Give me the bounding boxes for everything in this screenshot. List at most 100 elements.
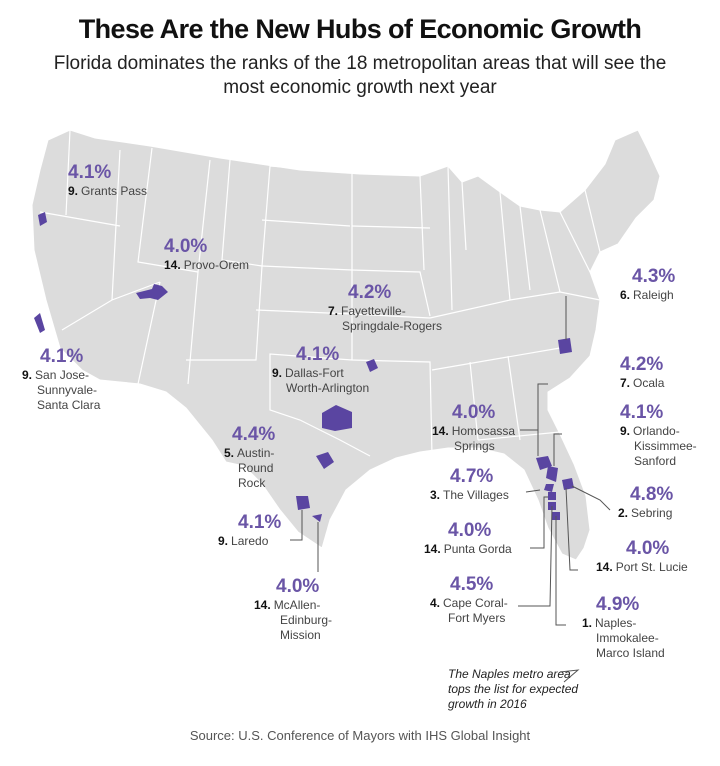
- metro-shape-provo-orem: [136, 284, 168, 300]
- metro-shape-orlando: [546, 466, 558, 482]
- metro-name-line: Springdale-Rogers: [342, 319, 443, 333]
- rank: 7.: [328, 304, 339, 318]
- metro-name-line: Fort Myers: [448, 611, 506, 625]
- metro-name: Sebring: [631, 506, 673, 520]
- growth-value: 4.2%: [348, 282, 392, 303]
- rank: 2.: [618, 506, 629, 520]
- metro-shape-raleigh: [558, 338, 572, 354]
- growth-value: 4.2%: [620, 354, 664, 375]
- rank: 6.: [620, 288, 631, 302]
- growth-value: 4.0%: [448, 520, 492, 541]
- metro-label: 4.0% 14. Port St. Lucie: [596, 538, 688, 574]
- metro-name-line: Naples-: [595, 616, 637, 630]
- metro-name-line: San Jose-: [35, 368, 90, 382]
- metro-name-line: Worth-Arlington: [286, 381, 370, 395]
- rank: 14.: [254, 598, 271, 612]
- growth-value: 4.0%: [164, 236, 208, 257]
- metro-label: 4.0% 14. McAllen- Edinburg- Mission: [254, 576, 332, 642]
- rank: 9.: [620, 424, 631, 438]
- growth-value: 4.8%: [630, 484, 674, 505]
- chart-title: These Are the New Hubs of Economic Growt…: [78, 14, 642, 44]
- metro-label: 4.1% 9. Dallas-Fort Worth-Arlington: [272, 344, 369, 395]
- rank: 14.: [432, 424, 449, 438]
- metro-name-line: McAllen-: [273, 598, 321, 612]
- metro-name-line: Marco Island: [596, 646, 665, 660]
- us-landmass: [31, 129, 661, 561]
- annotation-note: The Naples metro area tops the list for …: [448, 667, 579, 711]
- metro-label: 4.7% 3. The Villages: [430, 466, 509, 502]
- metro-label: 4.8% 2. Sebring: [618, 484, 673, 520]
- metro-shape-san-jose: [34, 313, 45, 333]
- state-borders: [39, 129, 601, 457]
- rank: 14.: [164, 258, 181, 272]
- metro-label: 4.3% 6. Raleigh: [620, 266, 675, 302]
- metro-label: 4.0% 14. Provo-Orem: [164, 236, 249, 272]
- growth-value: 4.3%: [632, 266, 676, 287]
- metro-name-line: Homosassa: [451, 424, 516, 438]
- metro-name: Grants Pass: [81, 184, 148, 198]
- metro-name: The Villages: [443, 488, 509, 502]
- rank: 5.: [224, 446, 235, 460]
- metro-name: Provo-Orem: [183, 258, 250, 272]
- metro-shape-austin: [316, 452, 334, 469]
- metro-name-line: Dallas-Fort: [285, 366, 344, 380]
- metro-name-line: Orlando-: [633, 424, 680, 438]
- metro-name: Ocala: [633, 376, 665, 390]
- metro-label: 4.1% 9. Laredo: [218, 512, 281, 548]
- chart-subtitle: Florida dominates the ranks of the 18 me…: [53, 53, 667, 98]
- growth-value: 4.1%: [238, 512, 282, 533]
- growth-value: 4.1%: [40, 346, 84, 367]
- growth-value: 4.7%: [450, 466, 494, 487]
- growth-value: 4.0%: [276, 576, 320, 597]
- metro-label: 4.1% 9. San Jose- Sunnyvale- Santa Clara: [22, 346, 122, 412]
- metro-shape-fayetteville: [366, 359, 378, 372]
- metro-name-line: Santa Clara: [37, 398, 101, 412]
- metro-highlights: [34, 212, 574, 522]
- rank: 14.: [424, 542, 441, 556]
- growth-value: 4.4%: [232, 424, 276, 445]
- leader-lines: [290, 296, 611, 683]
- growth-value: 4.1%: [68, 162, 112, 183]
- metro-label: 4.4% 5. Austin- Round Rock: [224, 424, 275, 490]
- metro-name-line: Cape Coral-: [443, 596, 508, 610]
- growth-value: 4.1%: [296, 344, 340, 365]
- metro-shape-dallas: [322, 405, 352, 431]
- rank: 9.: [68, 184, 79, 198]
- growth-value: 4.0%: [452, 402, 496, 423]
- metro-name-line: Sunnyvale-: [37, 383, 98, 397]
- metro-shape-laredo: [296, 496, 310, 510]
- growth-value: 4.0%: [626, 538, 670, 559]
- metro-name-line: Edinburg-: [280, 613, 333, 627]
- source-note: Source: U.S. Conference of Mayors with I…: [189, 728, 531, 743]
- metro-shape-punta-gorda: [548, 492, 556, 500]
- rank: 14.: [596, 560, 613, 574]
- metro-name: Laredo: [231, 534, 269, 548]
- metro-name-line: Austin-: [237, 446, 275, 460]
- rank: 1.: [582, 616, 593, 630]
- metro-shape-sebring: [562, 478, 574, 490]
- metro-name: Raleigh: [633, 288, 674, 302]
- rank: 7.: [620, 376, 631, 390]
- metro-name-line: Sanford: [634, 454, 677, 468]
- rank: 9.: [22, 368, 33, 382]
- metro-label: 4.2% 7. Ocala: [620, 354, 664, 390]
- metro-label: 4.0% 14. Homosassa Springs: [432, 402, 515, 453]
- metro-name-line: Mission: [280, 628, 321, 642]
- metro-name-line: Immokalee-: [596, 631, 659, 645]
- rank: 9.: [272, 366, 283, 380]
- growth-value: 4.1%: [620, 402, 664, 423]
- metro-name: Port St. Lucie: [615, 560, 688, 574]
- metro-label: 4.9% 1. Naples- Immokalee- Marco Island: [582, 594, 665, 660]
- growth-value: 4.9%: [596, 594, 640, 615]
- metro-name-line: Round: [238, 461, 274, 475]
- growth-value: 4.5%: [450, 574, 494, 595]
- metro-name-line: Kissimmee-: [634, 439, 697, 453]
- metro-label: 4.2% 7. Fayetteville- Springdale-Rogers: [328, 282, 442, 333]
- metro-label: 4.0% 14. Punta Gorda: [424, 520, 512, 556]
- metro-shape-villages: [544, 484, 554, 492]
- metro-name-line: Fayetteville-: [341, 304, 406, 318]
- rank: 9.: [218, 534, 229, 548]
- metro-name-line: Rock: [238, 476, 266, 490]
- metro-shape-mcallen: [312, 514, 322, 522]
